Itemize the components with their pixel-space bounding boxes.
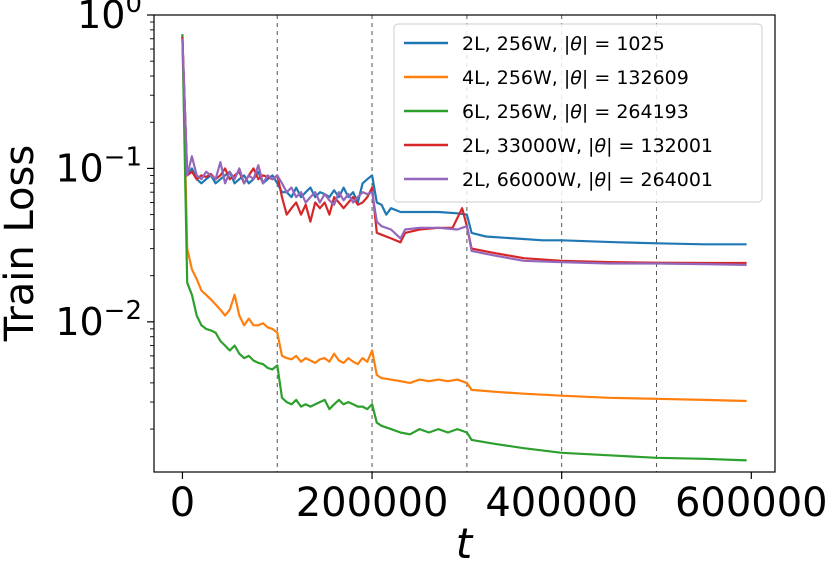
legend-label-4: 2L, 33000W, |θ| = 132001	[462, 135, 713, 157]
x-tick-label: 200000	[296, 480, 449, 526]
y-tick-label: 100	[77, 0, 142, 37]
series-line-2	[181, 34, 747, 403]
y-tick-label: 10−2	[55, 296, 142, 344]
x-axis-ticks: 0 200000 400000 600000	[170, 472, 828, 526]
legend-label-1: 2L, 256W, |θ| = 1025	[462, 33, 665, 55]
y-axis-label: Train Loss	[0, 145, 43, 342]
legend-box	[393, 23, 763, 203]
series-line-5	[181, 38, 747, 266]
legend-label-3: 6L, 256W, |θ| = 264193	[462, 101, 689, 123]
x-tick-label: 0	[170, 480, 195, 526]
legend-label-2: 4L, 256W, |θ| = 132609	[462, 67, 689, 89]
y-axis-ticks: 100 10−1 10−2	[55, 0, 154, 430]
legend: 2L, 256W, |θ| = 1025 4L, 256W, |θ| = 1326…	[393, 23, 763, 203]
x-tick-label: 600000	[675, 480, 828, 526]
y-tick-label: 10−1	[55, 142, 142, 190]
loss-curves	[181, 34, 747, 462]
legend-label-5: 2L, 66000W, |θ| = 264001	[462, 169, 713, 191]
x-axis-label: t	[456, 519, 474, 568]
series-line-3	[181, 34, 747, 462]
x-tick-label: 400000	[485, 480, 638, 526]
plot-frame	[153, 14, 776, 473]
